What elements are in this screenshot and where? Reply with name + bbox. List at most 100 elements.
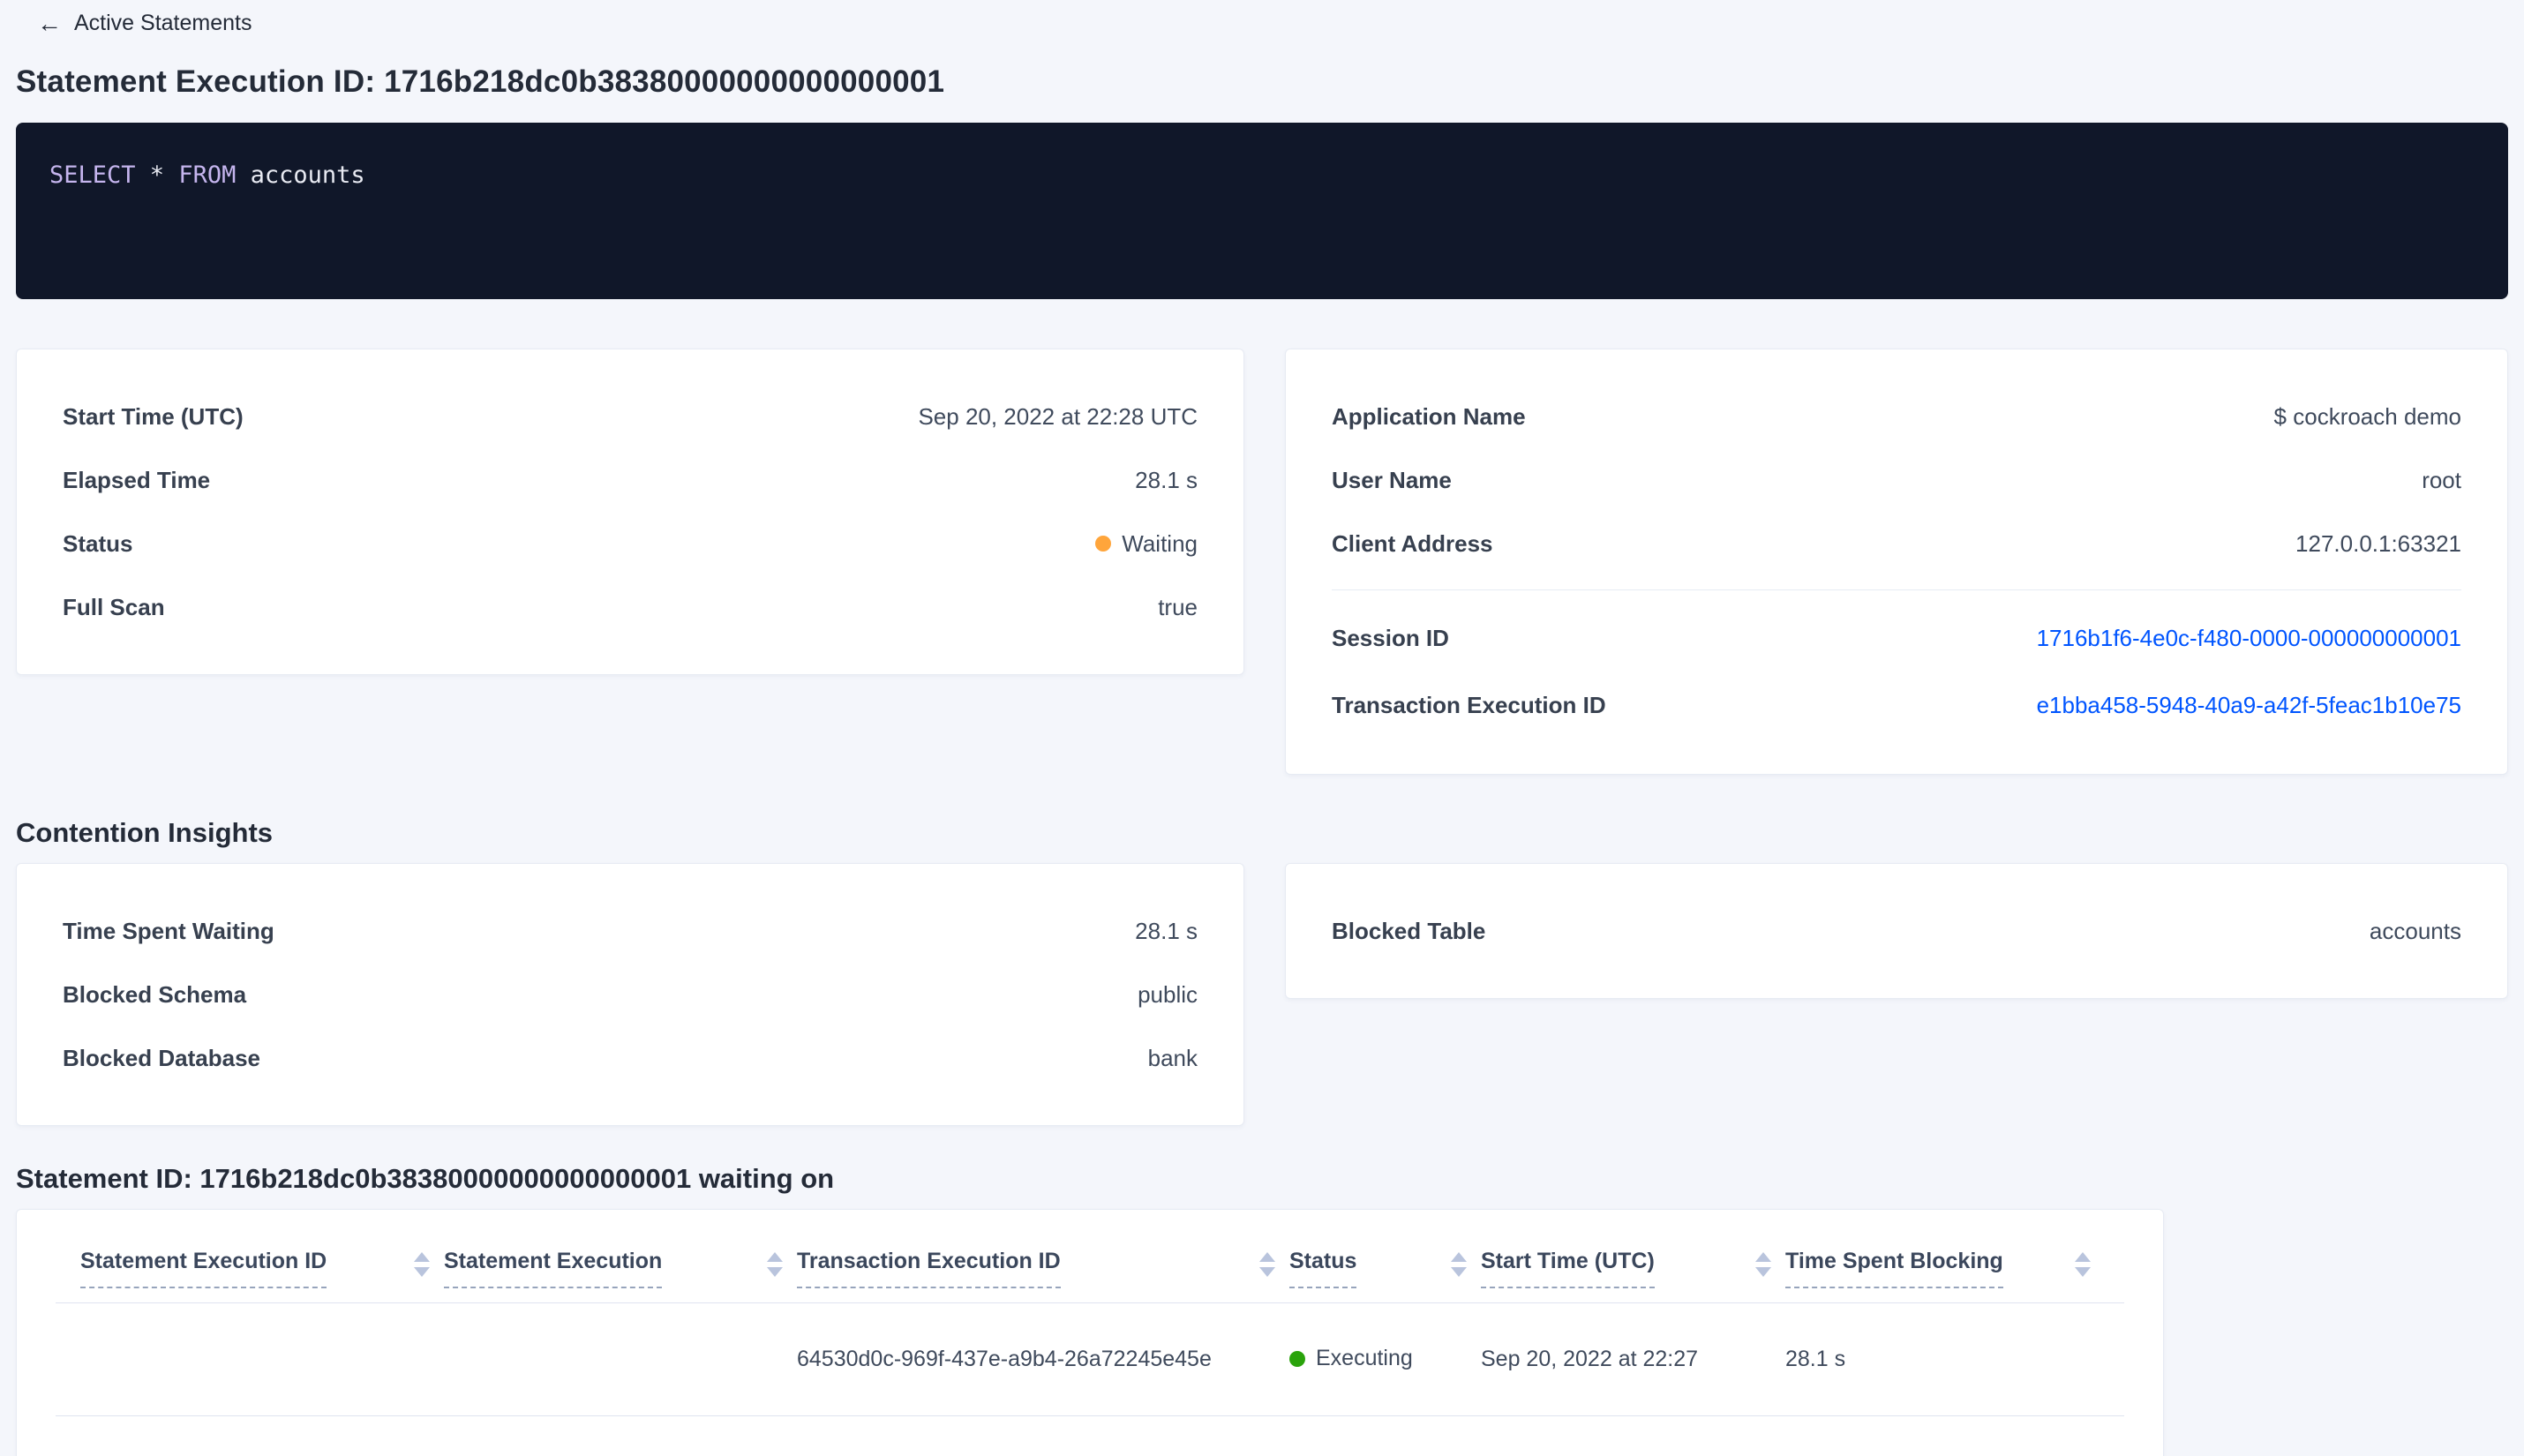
caret-up-icon [1451,1252,1467,1262]
session-id-link[interactable]: 1716b1f6-4e0c-f480-0000-000000000001 [2036,624,2461,651]
elapsed-time-row: Elapsed Time 28.1 s [63,448,1198,512]
back-link-label: Active Statements [74,11,252,35]
blocked-database-row: Blocked Database bank [63,1026,1198,1090]
sort-icon[interactable] [1451,1252,1481,1277]
summary-cards-row: Start Time (UTC) Sep 20, 2022 at 22:28 U… [16,349,2508,775]
table-header-row: Statement Execution ID Statement Executi… [56,1210,2124,1288]
column-header-transaction-execution-id[interactable]: Transaction Execution ID [797,1249,1289,1288]
status-badge: Executing [1289,1346,1413,1371]
row-label: Transaction Execution ID [1332,691,1606,718]
row-value: Sep 20, 2022 at 22:28 UTC [918,402,1198,430]
user-name-row: User Name root [1332,448,2461,512]
status-row: Status Waiting [63,512,1198,575]
column-header-time-spent-blocking[interactable]: Time Spent Blocking [1785,1249,2105,1288]
column-label: Start Time (UTC) [1481,1249,1655,1288]
execution-summary-card: Start Time (UTC) Sep 20, 2022 at 22:28 U… [16,349,1244,675]
caret-down-icon [2075,1267,2091,1277]
blocked-schema-row: Blocked Schema public [63,963,1198,1026]
table-row: 64530d0c-969f-437e-a9b4-26a72245e45e Exe… [56,1303,2124,1416]
caret-down-icon [1259,1267,1275,1277]
page-title: Statement Execution ID: 1716b218dc0b3838… [16,64,945,99]
blocked-table-row: Blocked Table accounts [1332,899,2461,963]
caret-down-icon [414,1267,430,1277]
waiting-status-dot-icon [1095,536,1112,552]
caret-up-icon [414,1252,430,1262]
row-label: Client Address [1332,529,1493,557]
transaction-execution-id-link[interactable]: e1bba458-5948-40a9-a42f-5feac1b10e75 [2036,691,2461,718]
sort-icon[interactable] [2075,1252,2105,1277]
client-address-row: Client Address 127.0.0.1:63321 [1332,512,2461,575]
session-id-row: Session ID 1716b1f6-4e0c-f480-0000-00000… [1332,604,2461,672]
row-label: Time Spent Waiting [63,917,274,944]
row-value: public [1138,980,1198,1008]
caret-down-icon [767,1267,783,1277]
row-value: true [1158,593,1198,620]
card-divider [1332,589,2461,590]
column-label: Statement Execution ID [80,1249,327,1288]
row-value: root [2422,466,2461,493]
row-value: 127.0.0.1:63321 [2295,529,2461,557]
contention-insights-heading: Contention Insights [16,817,274,848]
status-value: Waiting [1122,529,1198,557]
cell-status: Executing [1289,1346,1481,1373]
row-label: Status [63,529,133,557]
cell-time-spent-blocking: 28.1 s [1785,1347,1846,1371]
status-badge: Waiting [1095,530,1198,558]
time-spent-waiting-row: Time Spent Waiting 28.1 s [63,899,1198,963]
sort-icon[interactable] [767,1252,797,1277]
row-value: 28.1 s [1135,466,1198,493]
column-label: Statement Execution [444,1249,663,1288]
row-label: Blocked Table [1332,917,1486,944]
caret-up-icon [1259,1252,1275,1262]
row-value: bank [1147,1044,1198,1071]
sort-icon[interactable] [1259,1252,1289,1277]
sql-text: accounts [236,161,365,189]
column-label: Status [1289,1249,1357,1288]
row-label: Application Name [1332,402,1526,430]
session-summary-card: Application Name $ cockroach demo User N… [1285,349,2508,775]
sort-icon[interactable] [1755,1252,1785,1277]
sql-statement-box: SELECT * FROM accounts [16,123,2508,299]
arrow-left-icon: ← [37,9,62,37]
row-label: Elapsed Time [63,466,211,493]
column-header-statement-execution-id[interactable]: Statement Execution ID [56,1249,444,1288]
transaction-execution-id-row: Transaction Execution ID e1bba458-5948-4… [1332,672,2461,739]
row-label: Blocked Schema [63,980,247,1008]
column-header-status[interactable]: Status [1289,1249,1481,1288]
start-time-row: Start Time (UTC) Sep 20, 2022 at 22:28 U… [63,385,1198,448]
full-scan-row: Full Scan true [63,575,1198,639]
cell-start-time: Sep 20, 2022 at 22:27 [1481,1347,1699,1371]
row-value: 28.1 s [1135,917,1198,944]
row-label: User Name [1332,466,1452,493]
back-link[interactable]: ← Active Statements [16,0,252,36]
column-label: Transaction Execution ID [797,1249,1061,1288]
caret-down-icon [1451,1267,1467,1277]
contention-cards-row: Time Spent Waiting 28.1 s Blocked Schema… [16,863,2508,1126]
sql-keyword: FROM [178,161,237,189]
application-name-row: Application Name $ cockroach demo [1332,385,2461,448]
status-value: Executing [1316,1346,1413,1371]
sql-keyword: SELECT [49,161,136,189]
caret-up-icon [1755,1252,1771,1262]
row-label: Session ID [1332,624,1449,651]
sort-icon[interactable] [414,1252,444,1277]
row-value: $ cockroach demo [2273,402,2461,430]
column-header-start-time[interactable]: Start Time (UTC) [1481,1249,1785,1288]
contention-details-card: Time Spent Waiting 28.1 s Blocked Schema… [16,863,1244,1126]
executing-status-dot-icon [1289,1350,1305,1367]
row-label: Full Scan [63,593,165,620]
table-header-divider [56,1302,2124,1303]
blocked-table-card: Blocked Table accounts [1285,863,2508,999]
row-value: accounts [2369,917,2461,944]
column-header-statement-execution[interactable]: Statement Execution [444,1249,797,1288]
caret-up-icon [767,1252,783,1262]
column-label: Time Spent Blocking [1785,1249,2003,1288]
caret-down-icon [1755,1267,1771,1277]
row-label: Start Time (UTC) [63,402,244,430]
cell-transaction-execution-id: 64530d0c-969f-437e-a9b4-26a72245e45e [797,1347,1212,1371]
waiting-on-heading: Statement ID: 1716b218dc0b38380000000000… [16,1163,835,1194]
row-label: Blocked Database [63,1044,260,1071]
caret-up-icon [2075,1252,2091,1262]
sql-text: * [135,161,179,189]
